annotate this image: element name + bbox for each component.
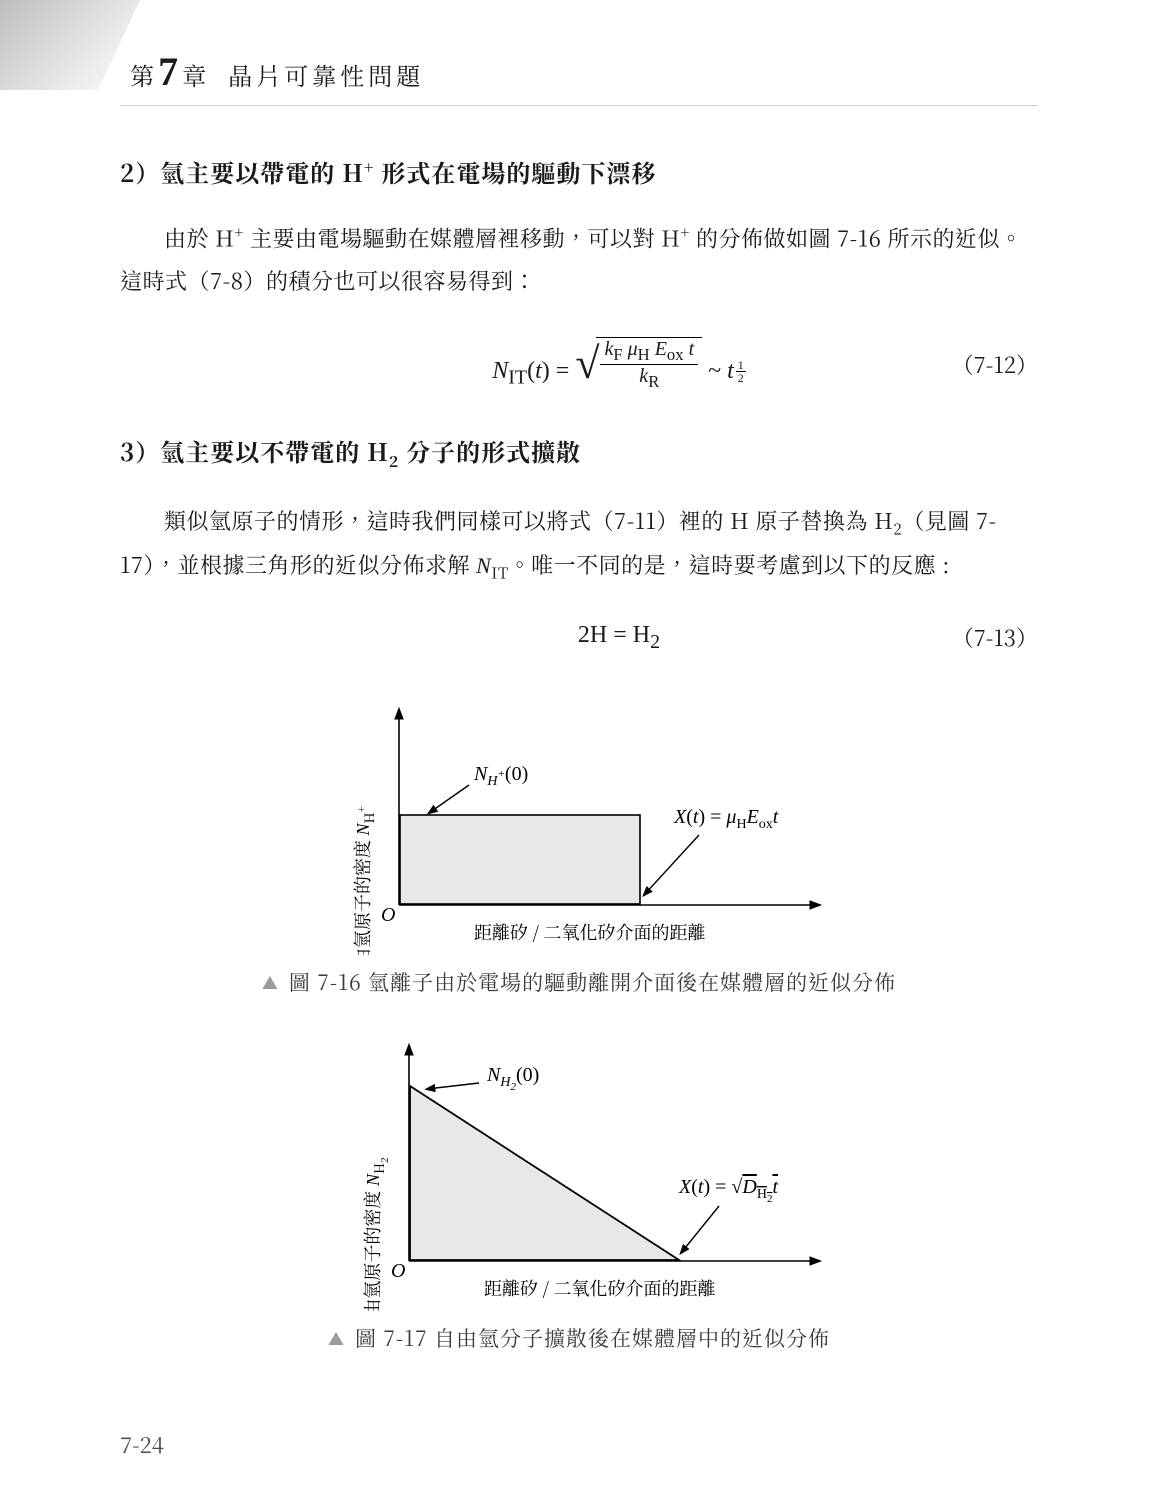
fig17-origin: O — [391, 1260, 405, 1282]
eq712-rp: ) = — [542, 358, 576, 384]
s2-body-a: 由於 H — [164, 222, 234, 253]
fig16-annot-N: NH+(0) — [473, 763, 528, 789]
eq712-lp: ( — [527, 358, 535, 384]
page-number: 7-24 — [120, 1429, 164, 1460]
fig16-xlabel: 距離矽 / 二氧化矽介面的距離 — [474, 919, 706, 945]
eq712-IT: IT — [508, 367, 527, 389]
eq712-number: （7-12） — [918, 349, 1038, 380]
s3-body-sub: 2 — [893, 518, 902, 540]
s2-body-sup: + — [234, 221, 243, 243]
s3-body-varsub: IT — [491, 561, 508, 583]
figure-7-17-svg: NH2(0) X(t) = √DH2t O 距離矽 / 二氧化矽介面的距離 自由… — [299, 1031, 859, 1311]
eq713-body: 2H = H2 — [320, 622, 918, 654]
eq712-kF-F: F — [613, 345, 622, 364]
eq712-t2: t — [727, 358, 734, 384]
section-2-heading: 2）氫主要以帶電的 H+ 形式在電場的驅動下漂移 — [120, 154, 1038, 189]
equation-7-12: NIT(t) = √ kF μH Eox t kR ~ t12 （7 — [120, 337, 1038, 391]
fig17-xlabel: 距離矽 / 二氧化矽介面的距離 — [484, 1275, 716, 1301]
fig16-origin: O — [381, 904, 395, 926]
fig17-caption-text: 圖 7-17 自由氫分子擴散後在媒體層中的近似分佈 — [355, 1323, 830, 1353]
figure-7-16-caption: ▲ 圖 7-16 氫離子由於電場的驅動離開介面後在媒體層的近似分佈 — [120, 967, 1038, 997]
s3-body-c: 。唯一不同的是，這時要考慮到以下的反應 : — [509, 549, 950, 580]
eq712-kR-R: R — [648, 372, 659, 391]
section-2-body: 由於 H+ 主要由電場驅動在媒體層裡移動，可以對 H+ 的分佈做如圖 7-16 … — [120, 217, 1038, 303]
s3-body-var: N — [476, 553, 491, 578]
eq712-body: NIT(t) = √ kF μH Eox t kR ~ t12 — [320, 337, 918, 391]
section-3-body: 類似氫原子的情形，這時我們同樣可以將式（7-11）裡的 H 原子替換為 H2（見… — [120, 500, 1038, 587]
s2-body-b: 主要由電場驅動在媒體層裡移動，可以對 H — [244, 222, 681, 253]
fig16-annot-X: X(t) = μHEoxt — [673, 806, 779, 832]
eq712-muH: H — [638, 345, 650, 364]
fig16-caption-text: 圖 7-16 氫離子由於電場的驅動離開介面後在媒體層的近似分佈 — [289, 967, 896, 997]
eq713-expr: 2H = H — [578, 622, 650, 648]
eq712-exp-n: 1 — [736, 359, 746, 372]
figure-7-16: NH+(0) X(t) = μHEoxt O 距離矽 / 二氧化矽介面的距離 自… — [120, 695, 1038, 997]
eq712-tilde: ~ — [708, 358, 727, 384]
fig16-ylabel: 自由氫原子的密度 NH+ — [349, 806, 378, 955]
fig17-ylabel: 自由氫原子的密度 NH2 — [359, 1157, 391, 1311]
eq712-Eox: ox — [667, 345, 684, 364]
eq712-kR-k: k — [639, 365, 648, 387]
section-2-heading-a: 2）氫主要以帶電的 H — [120, 154, 364, 189]
chapter-label: 第 7 章 — [130, 48, 206, 95]
equation-7-13: 2H = H2 （7-13） — [120, 622, 1038, 654]
section-3-heading: 3）氫主要以不帶電的 H2 分子的形式擴散 — [120, 433, 1038, 472]
chapter-title: 晶片可靠性問題 — [228, 57, 424, 92]
s3-body-a: 類似氫原子的情形，這時我們同樣可以將式（7-11）裡的 H 原子替換為 H — [164, 505, 893, 536]
figure-7-17-caption: ▲ 圖 7-17 自由氫分子擴散後在媒體層中的近似分佈 — [120, 1323, 1038, 1353]
figure-7-16-svg: NH+(0) X(t) = μHEoxt O 距離矽 / 二氧化矽介面的距離 自… — [299, 695, 859, 955]
eq712-t: t — [535, 358, 542, 384]
fig17-annot-X: X(t) = √DH2t — [678, 1176, 778, 1205]
caption-triangle-icon: ▲ — [328, 1327, 345, 1350]
eq712-E: E — [655, 338, 667, 360]
section-2-heading-b: 形式在電場的驅動下漂移 — [374, 154, 656, 189]
section-3-heading-a: 3）氫主要以不帶電的 H — [120, 433, 389, 468]
eq712-exp-d: 2 — [736, 372, 746, 384]
chapter-prefix: 第 — [130, 57, 154, 92]
section-3-heading-sub: 2 — [389, 450, 399, 472]
eq712-sqrt: √ kF μH Eox t kR — [575, 337, 702, 391]
s2-body-sup2: + — [680, 221, 689, 243]
figure-7-17: NH2(0) X(t) = √DH2t O 距離矽 / 二氧化矽介面的距離 自由… — [120, 1031, 1038, 1353]
fig17-annot-N: NH2(0) — [486, 1064, 539, 1093]
chapter-suffix: 章 — [182, 57, 206, 92]
eq713-number: （7-13） — [918, 622, 1038, 653]
chapter-header: 第 7 章 晶片可靠性問題 — [120, 48, 1038, 106]
eq712-mu: μ — [628, 338, 638, 360]
section-2-heading-sup: + — [364, 156, 374, 178]
section-3-heading-b: 分子的形式擴散 — [399, 433, 581, 468]
chapter-number: 7 — [158, 49, 178, 94]
eq713-sub: 2 — [650, 630, 660, 652]
eq712-N: N — [492, 358, 508, 384]
caption-triangle-icon: ▲ — [262, 971, 279, 994]
eq712-tnum: t — [689, 338, 695, 360]
